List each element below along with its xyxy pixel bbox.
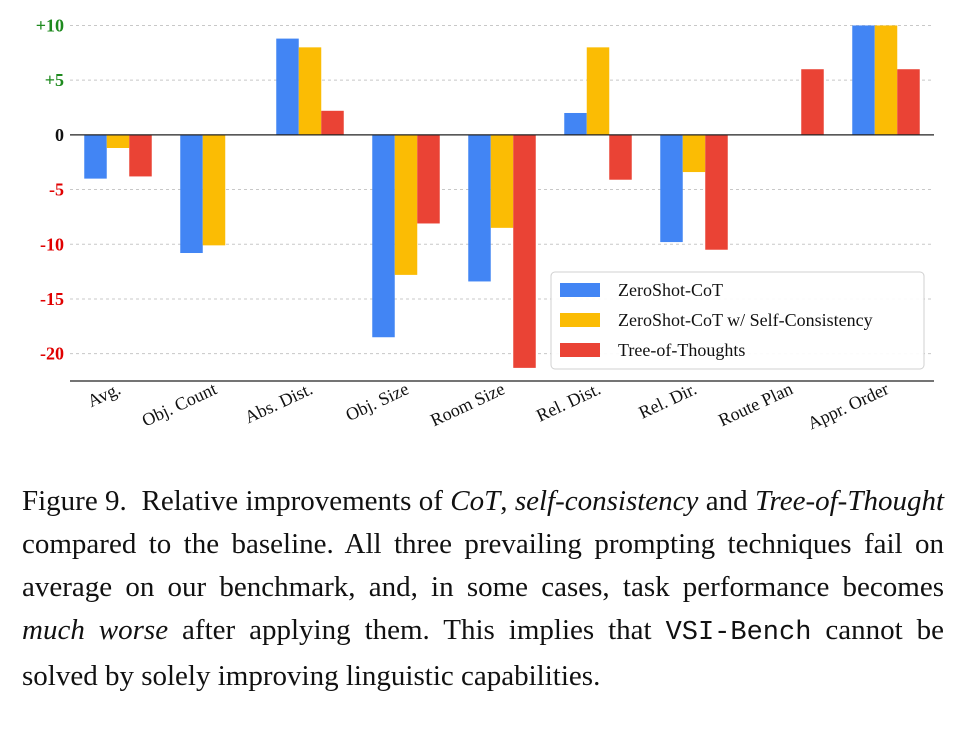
zero-line: [70, 134, 934, 382]
legend-swatch: [560, 343, 600, 357]
bar: [801, 69, 824, 135]
bar: [705, 134, 728, 250]
caption-text-3: and: [698, 485, 755, 517]
y-tick-label: -15: [40, 289, 64, 309]
bar: [84, 134, 107, 179]
caption-text-6: cannot be solved by solely improving lin…: [22, 614, 945, 692]
bars: [84, 25, 920, 368]
bar: [298, 47, 322, 135]
bar: [417, 134, 440, 224]
bar: [490, 134, 514, 228]
legend-box: [550, 271, 925, 370]
y-tick-labels: +10 +5 0 -5 -10 -15 -20: [36, 15, 64, 363]
legend-label: ZeroShot-CoT: [618, 280, 723, 300]
x-tick-labels: Avg. Obj. Count Abs. Dist. Obj. Size Room Si…: [84, 378, 891, 433]
caption-text-1: Relative improvements of: [141, 485, 451, 517]
x-tick-label: Obj. Count: [139, 378, 220, 430]
x-tick-label: Rel. Dist.: [533, 378, 604, 425]
bar: [276, 38, 299, 135]
legend-swatch: [560, 283, 600, 297]
y-tick-label: +10: [36, 15, 64, 35]
caption-self-consistency: self-consistency: [514, 485, 699, 517]
bar: [897, 69, 920, 135]
bar-chart: +10 +5 0 -5 -10 -15 -20 Avg. Obj. Count Abs. Dis…: [36, 15, 934, 433]
bar: [394, 134, 418, 275]
y-tick-label: 0: [55, 125, 64, 145]
x-tick-label: Route Plan: [715, 378, 796, 430]
bar: [372, 134, 395, 338]
bar: [874, 25, 898, 135]
caption-label: Figure 9.: [22, 485, 127, 517]
legend-label: ZeroShot-CoT w/ Self-Consistency: [618, 310, 873, 330]
bar: [660, 134, 683, 243]
bar: [129, 134, 152, 177]
bar: [586, 47, 610, 135]
legend: ZeroShot-CoT ZeroShot-CoT w/ Self-Consist…: [550, 271, 925, 370]
x-tick-label: Room Size: [427, 378, 508, 430]
bar: [468, 134, 491, 282]
caption-text-2: ,: [500, 485, 515, 517]
bar: [852, 25, 875, 135]
caption-tree-of-thought: Tree-of-Thought: [754, 485, 945, 517]
y-tick-label: -20: [40, 344, 64, 364]
caption-text-4: compared to the baseline. All three prev…: [22, 528, 944, 603]
bar: [682, 134, 706, 173]
bar: [513, 134, 536, 368]
legend-label: Tree-of-Thoughts: [618, 340, 745, 360]
y-tick-label: +5: [45, 70, 64, 90]
y-tick-label: -5: [49, 180, 64, 200]
x-tick-label: Obj. Size: [343, 378, 412, 424]
caption-cot: CoT: [450, 485, 501, 517]
figure-caption: Figure 9. Relative improvements of CoT, …: [22, 480, 944, 698]
legend-swatch: [560, 313, 600, 327]
bar: [609, 134, 632, 180]
y-tick-label: -10: [40, 234, 64, 254]
x-tick-label: Avg.: [84, 378, 123, 411]
bar: [321, 110, 344, 135]
caption-text-5: after applying them. This implies that: [168, 614, 666, 646]
bar: [180, 134, 203, 254]
bar: [106, 134, 130, 148]
caption-much-worse: much worse: [22, 614, 169, 646]
bar: [564, 112, 587, 135]
x-tick-label: Rel. Dir.: [636, 378, 700, 422]
bar: [202, 134, 226, 246]
x-tick-label: Abs. Dist.: [242, 378, 316, 427]
x-tick-label: Appr. Order: [804, 378, 891, 433]
caption-benchmark-name: VSI-Bench: [665, 618, 812, 648]
